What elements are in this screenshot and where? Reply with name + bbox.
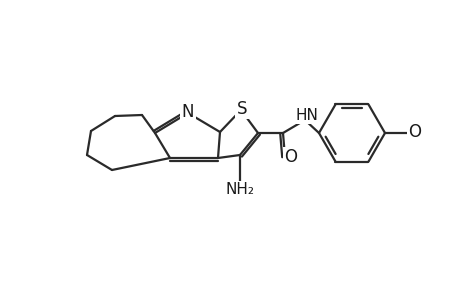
- Text: S: S: [236, 100, 247, 118]
- Text: HN: HN: [295, 107, 318, 122]
- Text: O: O: [284, 148, 297, 166]
- Text: O: O: [408, 123, 420, 141]
- Text: NH₂: NH₂: [225, 182, 254, 197]
- Text: N: N: [181, 103, 194, 121]
